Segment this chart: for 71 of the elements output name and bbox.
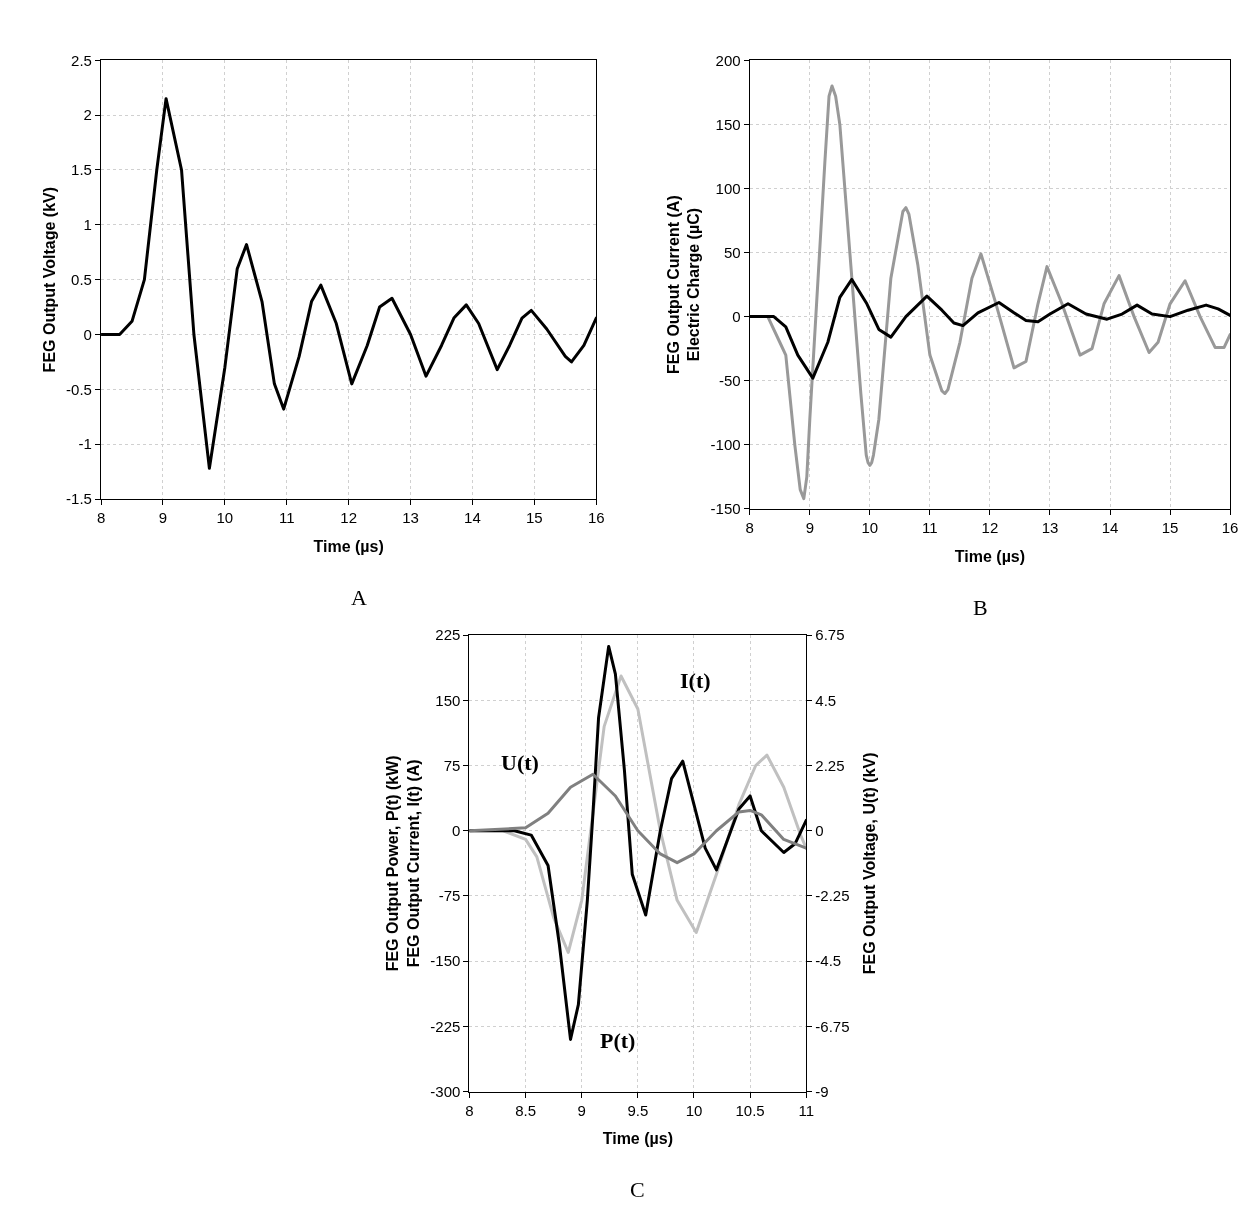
annotation: I(t) bbox=[680, 668, 711, 693]
y-tick-label: 150 bbox=[715, 115, 741, 133]
y2-tick-label: 2.25 bbox=[815, 756, 845, 774]
x-tick-label: 10 bbox=[685, 1101, 703, 1119]
x-tick-label: 8 bbox=[96, 509, 106, 527]
y2-tick-label: -9 bbox=[815, 1082, 829, 1100]
y-tick-label: -1 bbox=[78, 435, 92, 453]
y-tick-label: 200 bbox=[715, 51, 741, 69]
text: C bbox=[630, 1177, 645, 1202]
x-tick-label: 14 bbox=[1101, 519, 1119, 537]
text: B bbox=[973, 595, 988, 620]
y2-tick-label: 6.75 bbox=[815, 626, 845, 644]
y-tick-label: -100 bbox=[710, 436, 741, 454]
x-tick-label: 8 bbox=[745, 519, 754, 537]
y-tick-label: 50 bbox=[723, 243, 741, 261]
y-axis-title: FEG Output Power, P(t) (kW) FEG Output Current, I(t) (A) bbox=[384, 755, 423, 972]
x-axis-title: Time (µs) bbox=[954, 547, 1026, 565]
y-tick-label: 1.5 bbox=[71, 161, 92, 179]
x-tick-label: 16 bbox=[587, 509, 605, 527]
x-tick-label: 13 bbox=[402, 509, 419, 527]
y-tick-label: -300 bbox=[430, 1082, 461, 1100]
annotation: P(t) bbox=[600, 1028, 636, 1053]
x-tick-label: 9 bbox=[158, 509, 168, 527]
x-tick-label: 13 bbox=[1041, 519, 1059, 537]
y-tick-label: -75 bbox=[438, 887, 461, 905]
y-tick-label: -0.5 bbox=[66, 380, 92, 398]
y-tick-label: 2.5 bbox=[71, 51, 92, 69]
x-axis-title: Time (µs) bbox=[313, 537, 384, 555]
x-tick-label: 9.5 bbox=[627, 1101, 649, 1119]
x-tick-label: 16 bbox=[1221, 519, 1239, 537]
x-tick-label: 9 bbox=[805, 519, 814, 537]
y-tick-label: 150 bbox=[435, 691, 461, 709]
y-axis-title: FEG Output Voltage (kV) bbox=[40, 186, 58, 373]
x-tick-label: 10.5 bbox=[735, 1101, 765, 1119]
x-tick-label: 11 bbox=[278, 509, 295, 527]
y-tick-label: -1.5 bbox=[66, 490, 92, 508]
y2-axis-title: FEG Output Voltage, U(t) (kV) bbox=[861, 752, 879, 975]
y-tick-label: -150 bbox=[430, 952, 461, 970]
x-tick-label: 10 bbox=[216, 509, 234, 527]
x-tick-label: 8 bbox=[465, 1101, 474, 1119]
x-tick-label: 10 bbox=[861, 519, 879, 537]
y-tick-label: 1 bbox=[83, 216, 92, 234]
x-tick-label: 15 bbox=[526, 509, 543, 527]
y2-tick-label: -2.25 bbox=[815, 887, 850, 905]
y-tick-label: 0.5 bbox=[71, 270, 92, 288]
y2-tick-label: -4.5 bbox=[815, 952, 842, 970]
y-tick-label: 75 bbox=[443, 756, 461, 774]
y2-tick-label: -6.75 bbox=[815, 1017, 850, 1035]
y-tick-label: 0 bbox=[83, 325, 92, 343]
x-tick-label: 9 bbox=[577, 1101, 586, 1119]
x-tick-label: 14 bbox=[464, 509, 481, 527]
y-tick-label: 2 bbox=[83, 106, 92, 124]
y-tick-label: 225 bbox=[435, 626, 461, 644]
y2-tick-label: 4.5 bbox=[815, 691, 837, 709]
y-tick-label: 0 bbox=[732, 307, 741, 325]
x-tick-label: 15 bbox=[1161, 519, 1179, 537]
y-tick-label: -225 bbox=[430, 1017, 461, 1035]
y-tick-label: -50 bbox=[718, 371, 741, 389]
y-axis-title: FEG Output Current (A) Electric Charge (µC) bbox=[664, 195, 703, 374]
x-tick-label: 12 bbox=[340, 509, 357, 527]
x-tick-label: 11 bbox=[922, 519, 938, 537]
x-tick-label: 11 bbox=[798, 1101, 815, 1119]
text: A bbox=[351, 585, 367, 610]
y-tick-label: 0 bbox=[451, 821, 461, 839]
y2-tick-label: 0 bbox=[815, 821, 824, 839]
x-axis-title: Time (µs) bbox=[602, 1130, 673, 1148]
annotation: U(t) bbox=[501, 750, 539, 775]
x-tick-label: 12 bbox=[981, 519, 999, 537]
y-tick-label: 100 bbox=[715, 179, 741, 197]
x-tick-label: 8.5 bbox=[515, 1101, 537, 1119]
y-tick-label: -150 bbox=[710, 500, 741, 518]
